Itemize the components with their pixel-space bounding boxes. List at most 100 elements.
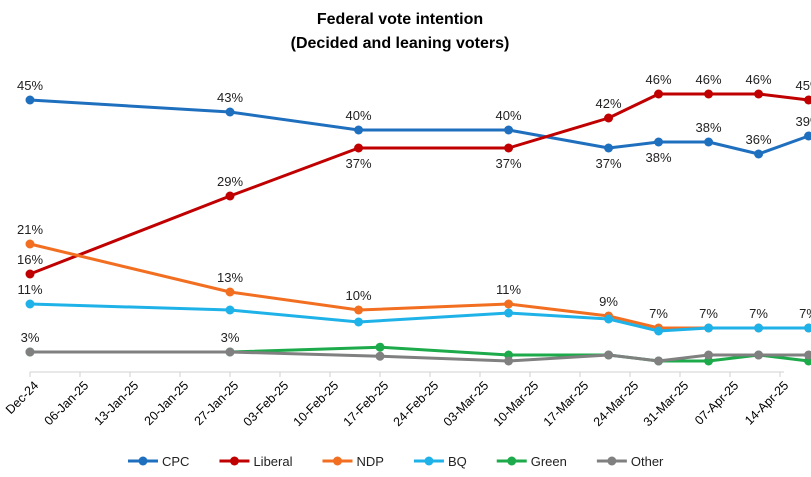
data-label: 9% [599,294,618,309]
data-label: 46% [746,72,772,87]
data-point-other [504,356,514,366]
data-point-liberal [654,89,664,99]
data-point-other [754,350,764,360]
data-point-ndp [504,299,514,309]
data-point-cpc [25,95,35,105]
legend-label: CPC [162,454,189,469]
data-label: 45% [17,78,43,93]
x-tick-label: Dec-24 [3,378,41,416]
data-label: 21% [17,222,43,237]
legend-marker [229,456,239,466]
data-label: 7% [749,306,768,321]
x-tick-label: 03-Feb-25 [241,378,292,429]
x-tick-label: 07-Apr-25 [692,378,741,427]
series-line-liberal [29,92,809,276]
data-point-bq [804,323,811,333]
series-cpc [25,95,811,159]
series-line-cpc [29,98,810,156]
data-point-bq [754,323,764,333]
data-point-other [654,356,664,366]
data-point-ndp [225,287,235,297]
data-label: 3% [21,330,40,345]
chart-subtitle: (Decided and leaning voters) [291,35,510,52]
legend-item-ndp: NDP [322,454,384,469]
data-label: 29% [217,174,243,189]
data-label: 38% [646,150,672,165]
x-tick-label: 27-Jan-25 [192,378,242,428]
legend-label: Other [631,454,664,469]
legend-item-bq: BQ [413,454,467,469]
data-point-liberal [704,89,714,99]
data-label: 7% [799,306,811,321]
data-point-cpc [225,107,235,117]
data-label: 11% [496,282,521,297]
x-tick-label: 24-Feb-25 [391,378,442,429]
data-point-bq [704,323,714,333]
data-label: 11% [17,282,42,297]
data-point-other [804,350,811,360]
series-bq [25,299,811,336]
data-point-liberal [25,269,35,279]
x-tick-label: 17-Mar-25 [541,378,592,429]
legend-marker [138,456,148,466]
x-tick-label: 17-Feb-25 [341,378,392,429]
data-point-bq [504,308,514,318]
data-point-bq [225,305,235,315]
data-point-liberal [354,143,364,153]
data-label: 46% [646,72,672,87]
data-label: 45% [796,78,811,93]
legend-marker [332,456,342,466]
x-tick-label: 10-Mar-25 [491,378,542,429]
legend-item-other: Other [596,454,664,469]
data-point-liberal [225,191,235,201]
data-point-green [375,342,385,352]
legend-label: Liberal [253,454,292,469]
x-tick-label: 10-Feb-25 [291,378,342,429]
legend-label: BQ [448,454,467,469]
chart-title: Federal vote intention [317,11,483,28]
data-label: 42% [596,96,622,111]
legend-item-cpc: CPC [128,454,189,469]
data-point-ndp [25,239,35,249]
legend-label: Green [531,454,567,469]
x-tick-label: 13-Jan-25 [92,378,142,428]
data-point-bq [354,317,364,327]
data-label: 43% [217,90,243,105]
legend-marker [424,456,434,466]
data-point-other [225,347,235,357]
data-point-other [704,350,714,360]
data-label: 7% [699,306,718,321]
data-point-bq [25,299,35,309]
data-labels: 45% 43% 40% 40% 37% 38% 38% 36% 39% 16% 29% 37% 37% 4… [17,72,811,345]
data-label: 7% [649,306,668,321]
x-tick-label: 24-Mar-25 [591,378,642,429]
data-point-bq [604,314,614,324]
series-liberal [25,89,811,279]
series-lines [25,89,811,366]
data-label: 16% [17,252,43,267]
x-tick-label: 06-Jan-25 [42,378,92,428]
legend-item-green: Green [496,454,567,469]
data-label: 40% [496,108,522,123]
data-label: 40% [346,108,372,123]
x-axis: Dec-24 06-Jan-25 13-Jan-25 20-Jan-25 27-Jan-… [3,371,791,429]
data-label: 46% [696,72,722,87]
legend-marker [607,456,617,466]
data-point-cpc [654,137,664,147]
data-label: 37% [346,156,372,171]
data-point-other [25,347,35,357]
x-tick-label: 14-Apr-25 [742,378,791,427]
legend: CPC Liberal NDP BQ Green Other [128,454,664,469]
data-point-cpc [354,125,364,135]
x-tick-label: 20-Jan-25 [142,378,192,428]
data-label: 39% [796,114,811,129]
data-label: 37% [596,156,622,171]
data-point-other [604,350,614,360]
series-green [25,342,811,366]
data-point-cpc [604,143,614,153]
data-point-liberal [804,95,811,105]
data-point-other [375,351,385,361]
data-point-cpc [754,149,764,159]
data-point-cpc [804,131,811,141]
